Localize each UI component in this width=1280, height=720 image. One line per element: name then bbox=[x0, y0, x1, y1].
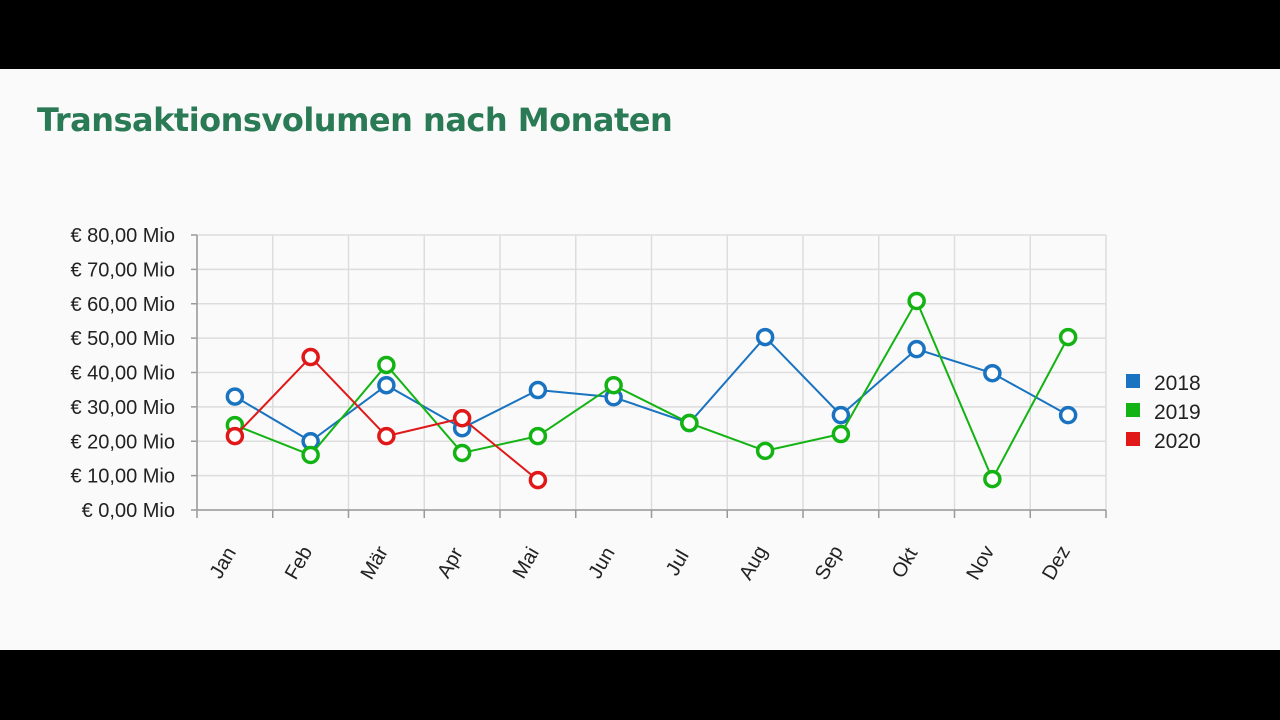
data-point-2019 bbox=[983, 469, 1002, 489]
data-point-2020 bbox=[452, 408, 472, 428]
data-point-2018 bbox=[1058, 405, 1078, 425]
y-tick-label: € 70,00 Mio bbox=[70, 259, 175, 281]
y-tick-label: € 10,00 Mio bbox=[70, 466, 175, 488]
data-point-2018 bbox=[831, 405, 851, 425]
x-tick-label: Jul bbox=[662, 546, 694, 579]
legend-swatch-2019 bbox=[1126, 403, 1140, 417]
data-point-2019 bbox=[604, 375, 623, 395]
data-point-2019 bbox=[907, 291, 926, 311]
x-tick-label: Sep bbox=[811, 542, 848, 584]
data-point-2019 bbox=[680, 413, 699, 433]
y-tick-label: € 60,00 Mio bbox=[70, 294, 175, 316]
y-tick-label: € 30,00 Mio bbox=[70, 397, 175, 419]
x-tick-label: Aug bbox=[735, 542, 772, 584]
data-point-2019 bbox=[301, 445, 320, 465]
data-point-2018 bbox=[755, 327, 775, 347]
x-tick-label: Jun bbox=[584, 544, 619, 583]
data-point-2018 bbox=[983, 363, 1002, 383]
legend-swatch-2020 bbox=[1126, 432, 1140, 446]
data-point-2019 bbox=[831, 424, 851, 444]
x-tick-label: Dez bbox=[1038, 542, 1075, 584]
data-point-2020 bbox=[301, 347, 320, 367]
data-point-2019 bbox=[1058, 327, 1078, 347]
y-tick-label: € 80,00 Mio bbox=[70, 225, 175, 247]
legend-label: 2020 bbox=[1154, 430, 1201, 453]
data-point-2019 bbox=[528, 426, 548, 446]
x-tick-label: Okt bbox=[888, 544, 923, 582]
y-tick-label: € 40,00 Mio bbox=[70, 363, 175, 385]
data-point-2020 bbox=[377, 426, 396, 446]
x-tick-label: Apr bbox=[433, 544, 468, 582]
data-point-2020 bbox=[225, 426, 245, 446]
legend-label: 2018 bbox=[1154, 372, 1201, 395]
data-point-2018 bbox=[377, 375, 396, 395]
data-point-2020 bbox=[528, 470, 548, 490]
series-line-2020 bbox=[234, 355, 539, 481]
data-point-2019 bbox=[452, 443, 472, 463]
x-tick-label: Jan bbox=[206, 544, 241, 583]
chart-title: Transaktionsvolumen nach Monaten bbox=[37, 101, 673, 139]
y-tick-label: € 50,00 Mio bbox=[70, 328, 175, 350]
data-point-2018 bbox=[225, 387, 245, 406]
series-line-2019 bbox=[234, 298, 1070, 482]
y-tick-label: € 20,00 Mio bbox=[70, 431, 175, 453]
data-point-2019 bbox=[755, 441, 775, 461]
x-tick-label: Nov bbox=[962, 542, 999, 584]
x-tick-label: Mär bbox=[357, 542, 393, 583]
data-point-2019 bbox=[377, 355, 396, 375]
legend-swatch-2018 bbox=[1126, 374, 1140, 388]
series-line-2018 bbox=[234, 335, 1069, 443]
slide: Transaktionsvolumen nach Monaten bbox=[0, 69, 1280, 650]
x-tick-label: Mai bbox=[509, 544, 544, 583]
legend-label: 2019 bbox=[1154, 401, 1201, 424]
y-tick-label: € 0,00 Mio bbox=[82, 500, 175, 522]
x-tick-label: Feb bbox=[281, 543, 317, 584]
data-point-2018 bbox=[528, 380, 548, 400]
data-point-2018 bbox=[907, 339, 926, 359]
